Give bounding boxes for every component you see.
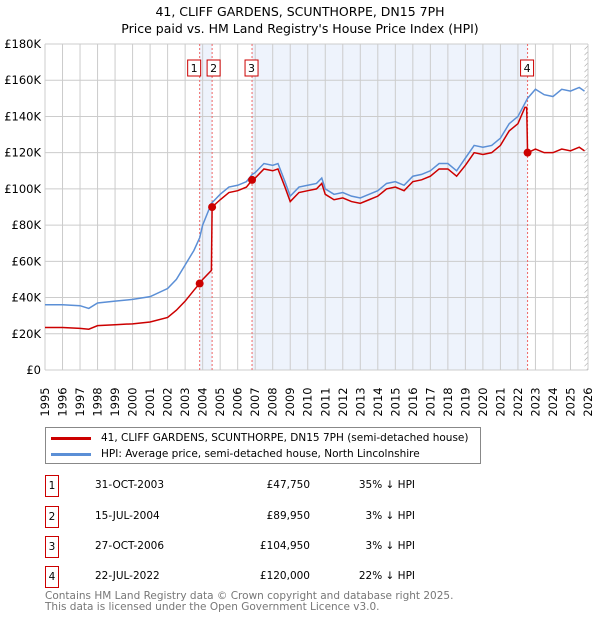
y-tick-label: £100K — [4, 182, 41, 196]
x-tick-label: 2003 — [178, 387, 192, 416]
x-tick-label: 2009 — [283, 387, 297, 416]
chart-subtitle: Price paid vs. HM Land Registry's House … — [121, 21, 479, 36]
x-tick-label: 2007 — [248, 387, 262, 416]
x-tick-label: 2020 — [476, 387, 490, 416]
sale-label-box — [187, 59, 202, 77]
footer-licence: This data is licensed under the Open Gov… — [45, 601, 380, 613]
sale-label: 3 — [248, 62, 255, 75]
sale-label-box — [244, 59, 259, 77]
property-price-line — [45, 106, 585, 331]
y-tick-label: £120K — [4, 146, 41, 160]
x-tick-label: 2021 — [493, 387, 507, 416]
x-tick-label: 2026 — [581, 387, 595, 416]
sale-label: 4 — [524, 62, 531, 75]
sale-number-badge: 2 — [45, 506, 59, 528]
x-tick-label: 2018 — [441, 387, 455, 416]
sale-price: £47,750 — [266, 479, 310, 491]
x-tick-label: 2025 — [563, 387, 577, 416]
footer-copyright: Contains HM Land Registry data © Crown c… — [45, 590, 454, 602]
x-tick-label: 2017 — [423, 387, 437, 416]
sale-price: £120,000 — [259, 570, 310, 582]
legend-label: HPI: Average price, semi-detached house,… — [101, 448, 420, 460]
y-tick-label: £20K — [12, 327, 42, 341]
legend-item-property: 41, CLIFF GARDENS, SCUNTHORPE, DN15 7PH … — [46, 430, 468, 446]
sale-number-badge: 1 — [45, 475, 59, 497]
x-tick-label: 2005 — [213, 387, 227, 416]
sale-label: 1 — [191, 62, 198, 75]
x-tick-label: 2004 — [196, 387, 210, 416]
y-tick-label: £80K — [12, 218, 42, 232]
y-tick-label: £140K — [4, 109, 41, 123]
hpi-diff: 3% ↓ HPI — [365, 540, 415, 552]
x-tick-label: 1997 — [73, 387, 87, 416]
x-tick-label: 2013 — [353, 387, 367, 416]
sale-label: 2 — [210, 62, 217, 75]
sale-price: £89,950 — [266, 510, 310, 522]
x-tick-label: 2016 — [406, 387, 420, 416]
table-row: 3 27-OCT-2006 £104,950 3% ↓ HPI — [45, 536, 415, 558]
forecast-hatch — [584, 44, 588, 370]
x-tick-label: 2010 — [301, 387, 315, 416]
sale-number-badge: 3 — [45, 536, 59, 558]
sale-date: 22-JUL-2022 — [95, 570, 160, 582]
hpi-diff: 3% ↓ HPI — [365, 510, 415, 522]
x-tick-label: 1998 — [91, 387, 105, 416]
legend-swatch-blue — [51, 452, 91, 456]
legend: 41, CLIFF GARDENS, SCUNTHORPE, DN15 7PH … — [45, 427, 481, 464]
x-tick-label: 2024 — [546, 387, 560, 416]
x-tick-label: 2002 — [161, 387, 175, 416]
chart-title: 41, CLIFF GARDENS, SCUNTHORPE, DN15 7PH — [155, 4, 445, 19]
x-tick-label: 2006 — [231, 387, 245, 416]
x-tick-label: 2014 — [371, 387, 385, 416]
legend-item-hpi: HPI: Average price, semi-detached house,… — [46, 446, 420, 462]
y-tick-label: £180K — [4, 37, 41, 51]
shaded-range — [252, 44, 528, 370]
x-tick-label: 2023 — [528, 387, 542, 416]
price-chart: 1 2 3 4 £0 £20K £40K £60K £80K £100K £120K £140K £16… — [4, 37, 595, 417]
sale-point — [208, 203, 217, 212]
sale-point — [195, 279, 204, 288]
sale-label-box — [520, 59, 535, 77]
table-row: 1 31-OCT-2003 £47,750 35% ↓ HPI — [45, 475, 415, 497]
x-tick-label: 2011 — [318, 387, 332, 416]
y-tick-label: £40K — [12, 291, 42, 305]
x-tick-label: 2001 — [143, 387, 157, 416]
x-tick-label: 2012 — [336, 387, 350, 416]
table-row: 2 15-JUL-2004 £89,950 3% ↓ HPI — [45, 506, 415, 528]
legend-label: 41, CLIFF GARDENS, SCUNTHORPE, DN15 7PH … — [101, 432, 469, 444]
x-tick-label: 2000 — [126, 387, 140, 416]
x-tick-label: 1995 — [38, 387, 52, 416]
sale-point — [248, 175, 257, 184]
sale-date: 15-JUL-2004 — [95, 510, 160, 522]
sale-price: £104,950 — [259, 540, 310, 552]
x-tick-label: 2008 — [266, 387, 280, 416]
y-tick-label: £160K — [4, 73, 41, 87]
sale-label-box — [206, 59, 221, 77]
hpi-line — [45, 86, 585, 310]
sale-point — [523, 148, 532, 157]
y-tick-label: £60K — [12, 254, 42, 268]
legend-swatch-red — [51, 436, 91, 440]
x-tick-label: 2015 — [388, 387, 402, 416]
y-tick-label: £0 — [26, 363, 41, 377]
table-row: 4 22-JUL-2022 £120,000 22% ↓ HPI — [45, 566, 415, 588]
hpi-diff: 35% ↓ HPI — [358, 479, 415, 491]
x-tick-label: 1999 — [108, 387, 122, 416]
x-tick-label: 2019 — [458, 387, 472, 416]
x-tick-label: 2022 — [511, 387, 525, 416]
sale-date: 31-OCT-2003 — [95, 479, 164, 491]
hpi-diff: 22% ↓ HPI — [358, 570, 415, 582]
x-tick-label: 1996 — [56, 387, 70, 416]
sale-number-badge: 4 — [45, 566, 59, 588]
sale-date: 27-OCT-2006 — [95, 540, 164, 552]
